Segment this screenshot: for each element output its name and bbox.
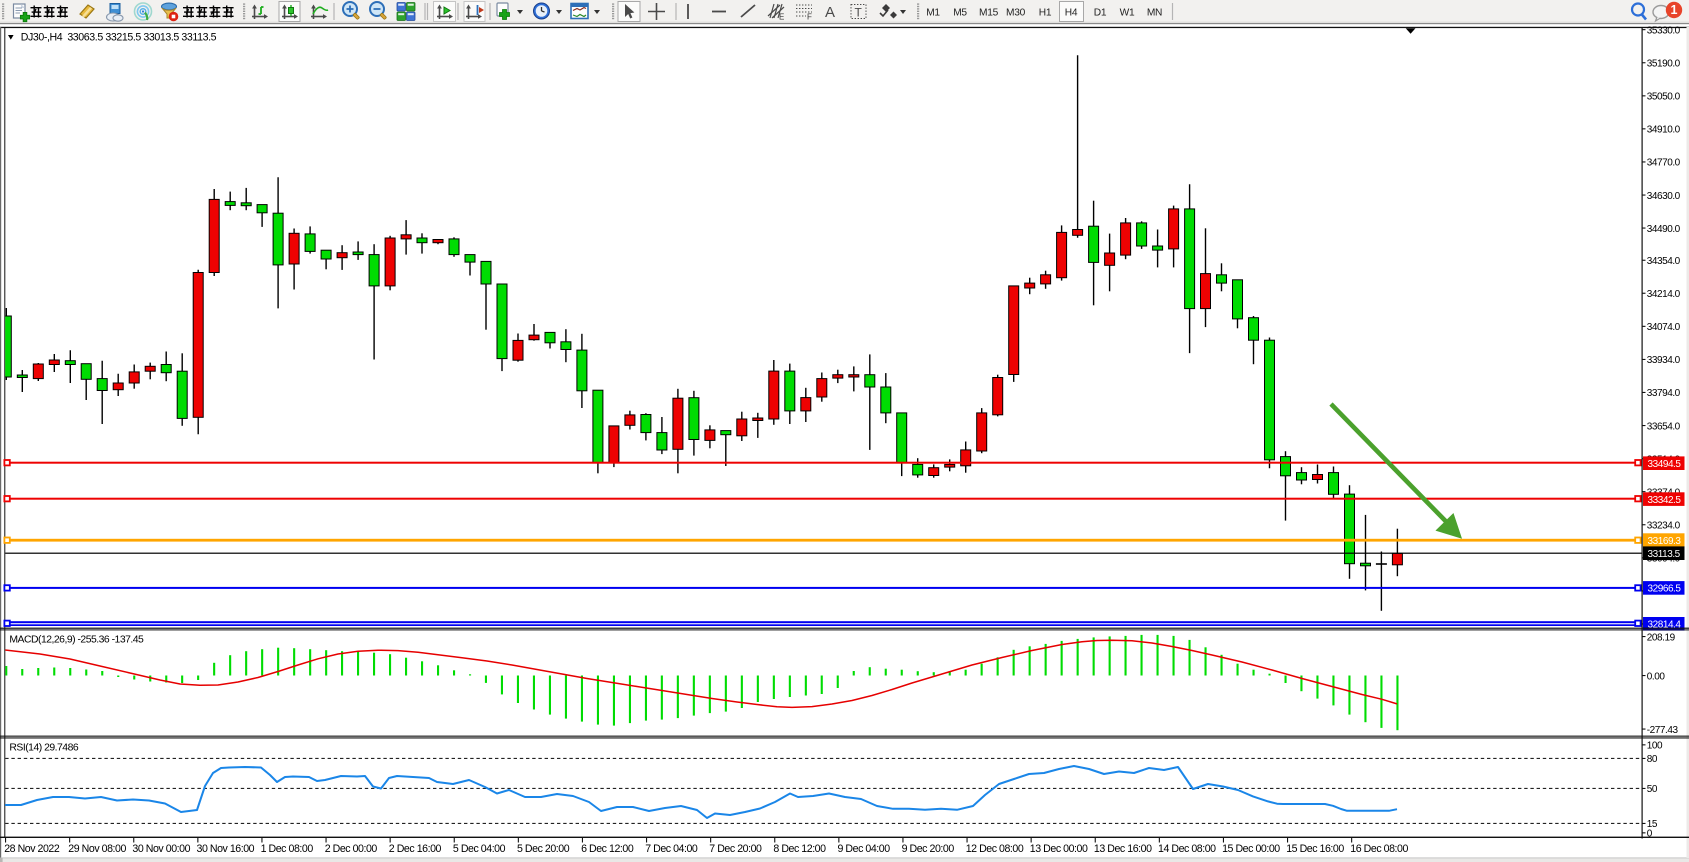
svg-text:28 Nov 2022: 28 Nov 2022 [4, 843, 60, 855]
svg-text:50: 50 [1647, 784, 1658, 795]
svg-text:7 Dec 20:00: 7 Dec 20:00 [709, 843, 762, 855]
svg-text:M15: M15 [979, 8, 999, 19]
svg-text:32814.4: 32814.4 [1648, 620, 1682, 631]
svg-text:34354.0: 34354.0 [1647, 256, 1681, 267]
svg-text:32966.5: 32966.5 [1648, 584, 1682, 595]
svg-text:33169.3: 33169.3 [1648, 536, 1682, 547]
svg-text:0.00: 0.00 [1647, 671, 1666, 682]
svg-text:30 Nov 00:00: 30 Nov 00:00 [132, 843, 190, 855]
svg-text:1: 1 [1671, 3, 1678, 17]
svg-text:33494.5: 33494.5 [1648, 459, 1682, 470]
svg-text:208.19: 208.19 [1647, 632, 1676, 643]
svg-text:H1: H1 [1039, 8, 1052, 19]
svg-text:80: 80 [1647, 754, 1658, 765]
svg-text:13 Dec 00:00: 13 Dec 00:00 [1030, 843, 1088, 855]
svg-text:34074.0: 34074.0 [1647, 322, 1681, 333]
svg-text:33794.0: 33794.0 [1647, 388, 1681, 399]
svg-text:-277.43: -277.43 [1647, 725, 1679, 736]
svg-text:E: E [779, 13, 784, 22]
svg-text:15 Dec 16:00: 15 Dec 16:00 [1286, 843, 1344, 855]
svg-text:12 Dec 08:00: 12 Dec 08:00 [966, 843, 1024, 855]
svg-text:9 Dec 20:00: 9 Dec 20:00 [902, 843, 955, 855]
svg-text:5 Dec 20:00: 5 Dec 20:00 [517, 843, 570, 855]
svg-text:F: F [807, 13, 812, 22]
svg-text:35050.0: 35050.0 [1647, 92, 1681, 103]
svg-text:15: 15 [1647, 819, 1658, 830]
svg-text:34214.0: 34214.0 [1647, 289, 1681, 300]
svg-text:M1: M1 [926, 8, 940, 19]
svg-text:7 Dec 04:00: 7 Dec 04:00 [645, 843, 698, 855]
svg-text:30 Nov 16:00: 30 Nov 16:00 [197, 843, 255, 855]
svg-text:0: 0 [1647, 829, 1653, 840]
svg-text:34770.0: 34770.0 [1647, 158, 1681, 169]
svg-text:34630.0: 34630.0 [1647, 191, 1681, 202]
svg-text:H4: H4 [1065, 8, 1078, 19]
svg-text:33342.5: 33342.5 [1648, 495, 1682, 506]
svg-text:34910.0: 34910.0 [1647, 125, 1681, 136]
svg-text:15 Dec 00:00: 15 Dec 00:00 [1222, 843, 1280, 855]
svg-text:29 Nov 08:00: 29 Nov 08:00 [68, 843, 126, 855]
svg-text:100: 100 [1647, 741, 1663, 752]
svg-text:8 Dec 12:00: 8 Dec 12:00 [773, 843, 826, 855]
svg-text:2 Dec 16:00: 2 Dec 16:00 [389, 843, 442, 855]
svg-text:A: A [825, 4, 835, 21]
svg-text:9 Dec 04:00: 9 Dec 04:00 [838, 843, 891, 855]
svg-text:MN: MN [1147, 8, 1162, 19]
svg-text:RSI(14) 29.7486: RSI(14) 29.7486 [9, 742, 78, 753]
svg-text:16 Dec 08:00: 16 Dec 08:00 [1350, 843, 1408, 855]
svg-text:5 Dec 04:00: 5 Dec 04:00 [453, 843, 506, 855]
svg-text:2 Dec 00:00: 2 Dec 00:00 [325, 843, 378, 855]
svg-text:W1: W1 [1120, 8, 1135, 19]
svg-text:35330.0: 35330.0 [1647, 25, 1681, 36]
svg-text:6 Dec 12:00: 6 Dec 12:00 [581, 843, 634, 855]
svg-text:M30: M30 [1006, 8, 1026, 19]
svg-text:33113.5: 33113.5 [1648, 549, 1681, 560]
svg-text:14 Dec 08:00: 14 Dec 08:00 [1158, 843, 1216, 855]
svg-text:DJ30-,H4 33063.5 33215.5 3301: DJ30-,H4 33063.5 33215.5 33013.5 33113.5 [21, 31, 217, 43]
svg-text:M5: M5 [953, 8, 967, 19]
svg-text:1 Dec 08:00: 1 Dec 08:00 [261, 843, 314, 855]
svg-text:33654.0: 33654.0 [1647, 421, 1681, 432]
svg-text:13 Dec 16:00: 13 Dec 16:00 [1094, 843, 1152, 855]
svg-text:MACD(12,26,9) -255.36 -137.45: MACD(12,26,9) -255.36 -137.45 [9, 634, 144, 645]
svg-text:T: T [855, 6, 863, 20]
svg-text:33934.0: 33934.0 [1647, 355, 1681, 366]
svg-text:34490.0: 34490.0 [1647, 224, 1681, 235]
svg-text:33234.0: 33234.0 [1647, 521, 1681, 532]
svg-text:D1: D1 [1094, 8, 1107, 19]
svg-text:35190.0: 35190.0 [1647, 59, 1681, 70]
